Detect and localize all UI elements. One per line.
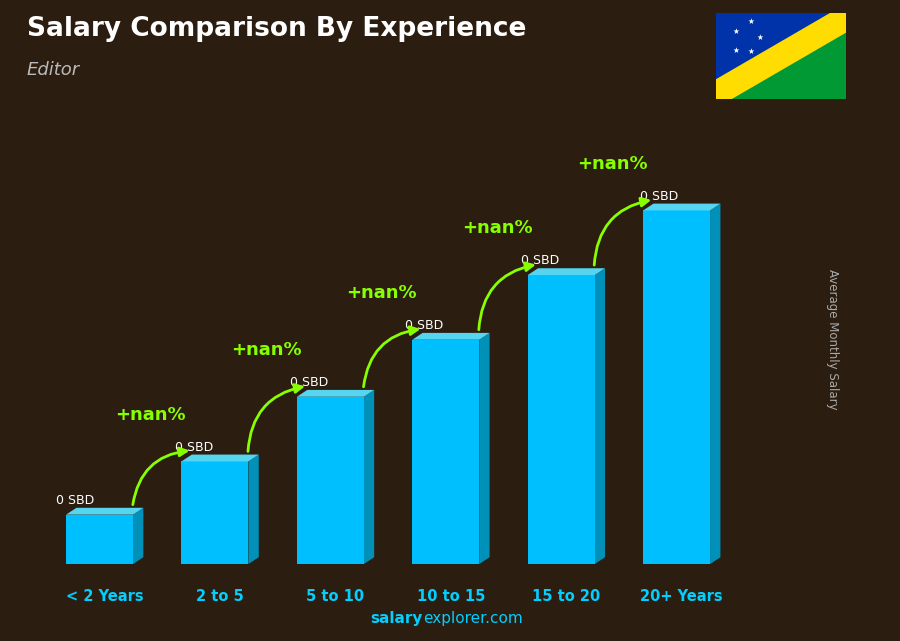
Polygon shape: [182, 454, 259, 462]
Polygon shape: [248, 454, 259, 564]
Text: 2 to 5: 2 to 5: [196, 589, 244, 604]
Text: 0 SBD: 0 SBD: [290, 376, 328, 389]
Text: +nan%: +nan%: [462, 219, 533, 237]
Polygon shape: [133, 508, 143, 564]
Text: +nan%: +nan%: [346, 284, 417, 302]
Text: < 2 Years: < 2 Years: [66, 589, 143, 604]
Text: ★: ★: [748, 47, 755, 56]
FancyArrowPatch shape: [364, 327, 418, 387]
FancyBboxPatch shape: [527, 275, 595, 564]
Text: salary: salary: [371, 611, 423, 626]
Text: Editor: Editor: [27, 61, 80, 79]
FancyArrowPatch shape: [248, 385, 302, 451]
Text: explorer.com: explorer.com: [423, 611, 523, 626]
Polygon shape: [716, 13, 846, 99]
FancyBboxPatch shape: [412, 340, 479, 564]
FancyBboxPatch shape: [182, 462, 248, 564]
Polygon shape: [412, 333, 490, 340]
Text: 0 SBD: 0 SBD: [175, 441, 212, 454]
Text: ★: ★: [756, 33, 763, 42]
Polygon shape: [644, 204, 720, 210]
Text: Salary Comparison By Experience: Salary Comparison By Experience: [27, 16, 526, 42]
Text: +nan%: +nan%: [577, 154, 648, 173]
FancyArrowPatch shape: [133, 448, 186, 504]
Text: ★: ★: [733, 46, 740, 54]
Text: ★: ★: [733, 28, 740, 37]
Text: 15 to 20: 15 to 20: [532, 589, 600, 604]
FancyArrowPatch shape: [479, 263, 533, 329]
Polygon shape: [66, 508, 143, 515]
Text: 5 to 10: 5 to 10: [307, 589, 365, 604]
Text: 0 SBD: 0 SBD: [521, 254, 559, 267]
FancyArrowPatch shape: [594, 198, 648, 265]
Text: +nan%: +nan%: [231, 341, 302, 359]
Polygon shape: [364, 390, 374, 564]
FancyBboxPatch shape: [297, 397, 364, 564]
Text: 0 SBD: 0 SBD: [56, 494, 94, 507]
Text: ★: ★: [748, 17, 755, 26]
Polygon shape: [297, 390, 374, 397]
Text: Average Monthly Salary: Average Monthly Salary: [826, 269, 839, 410]
Polygon shape: [716, 13, 846, 99]
Polygon shape: [595, 268, 605, 564]
FancyBboxPatch shape: [644, 210, 710, 564]
FancyBboxPatch shape: [66, 515, 133, 564]
Text: +nan%: +nan%: [115, 406, 186, 424]
Polygon shape: [527, 268, 605, 275]
Text: 0 SBD: 0 SBD: [640, 190, 679, 203]
Polygon shape: [710, 204, 720, 564]
Polygon shape: [716, 13, 846, 99]
Text: 10 to 15: 10 to 15: [417, 589, 485, 604]
Text: 20+ Years: 20+ Years: [641, 589, 723, 604]
Text: 0 SBD: 0 SBD: [405, 319, 444, 332]
Polygon shape: [479, 333, 490, 564]
